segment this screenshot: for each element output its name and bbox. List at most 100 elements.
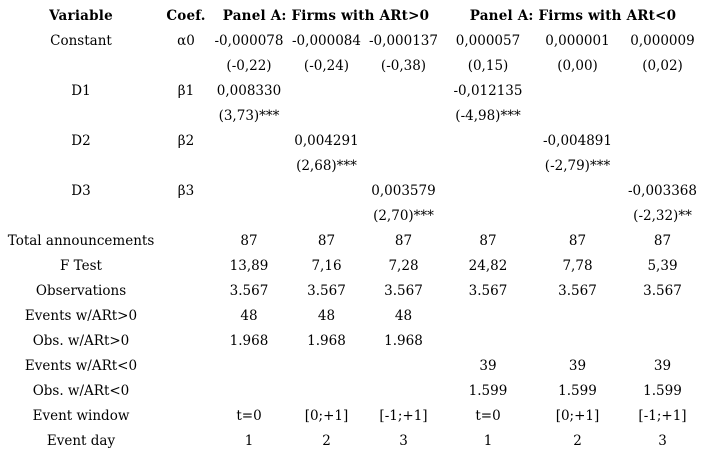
value-cell xyxy=(365,153,442,178)
value-cell: -0,000084 xyxy=(292,32,361,49)
value-cell: [0;+1] xyxy=(304,407,349,424)
coef-symbol xyxy=(162,53,210,78)
row-label: Events w/ARt>0 xyxy=(24,307,138,324)
header-panel-negative: Panel A: Firms with ARt<0 xyxy=(469,7,677,24)
value-cell: 3.567 xyxy=(229,282,269,299)
value-cell: 7,28 xyxy=(388,257,419,274)
value-cell: 1.599 xyxy=(643,382,682,399)
table-row: Obs. w/ARt>0 1.968 1.968 1.968 xyxy=(0,328,704,353)
value-cell xyxy=(365,353,442,378)
value-cell: 3 xyxy=(658,432,667,449)
value-cell: (-0,24) xyxy=(303,57,350,74)
value-cell: 3.567 xyxy=(384,282,423,299)
coef-symbol xyxy=(162,403,210,428)
value-cell xyxy=(210,203,288,228)
table-row: Total announcements 87 87 87 87 87 87 xyxy=(0,228,704,253)
value-cell xyxy=(210,178,288,203)
value-cell xyxy=(288,103,365,128)
header-panel-positive: Panel A: Firms with ARt>0 xyxy=(222,7,430,24)
row-label: Event window xyxy=(32,407,130,424)
value-cell xyxy=(210,128,288,153)
value-cell xyxy=(621,153,704,178)
row-label: Obs. w/ARt>0 xyxy=(32,332,130,349)
regression-results-table: Variable Coef. Panel A: Firms with ARt>0… xyxy=(0,3,704,453)
coef-symbol xyxy=(162,353,210,378)
value-cell xyxy=(288,178,365,203)
header-row: Variable Coef. Panel A: Firms with ARt>0… xyxy=(0,3,704,28)
coef-symbol xyxy=(162,253,210,278)
value-cell: 3.567 xyxy=(307,282,346,299)
row-label: Events w/ARt<0 xyxy=(24,357,138,374)
table-row: Observations 3.567 3.567 3.567 3.567 3.567 3.5… xyxy=(0,278,704,303)
row-label: D1 xyxy=(71,82,91,99)
value-cell: 1 xyxy=(244,432,254,449)
value-cell: [-1;+1] xyxy=(379,407,428,424)
value-cell xyxy=(210,153,288,178)
value-cell: 0,000009 xyxy=(630,32,695,49)
table-row: Constant α0 -0,000078 -0,000084 -0,000137 0,0… xyxy=(0,28,704,53)
value-cell xyxy=(210,378,288,403)
value-cell xyxy=(534,328,621,353)
table-row: D1 β1 0,008330 -0,012135 xyxy=(0,78,704,103)
table-row: (2,68)*** (-2,79)*** xyxy=(0,153,704,178)
value-cell xyxy=(365,103,442,128)
coef-symbol xyxy=(162,428,210,453)
table-row: Events w/ARt>0 48 48 48 xyxy=(0,303,704,328)
value-cell: 39 xyxy=(653,357,672,374)
row-label: Obs. w/ARt<0 xyxy=(32,382,130,399)
value-cell: (-0,22) xyxy=(226,57,272,74)
value-cell: 2 xyxy=(322,432,331,449)
value-cell: 3.567 xyxy=(643,282,682,299)
coef-symbol xyxy=(162,278,210,303)
table-row: (-0,22) (-0,24) (-0,38) (0,15) (0,00) (0,02) xyxy=(0,53,704,78)
value-cell: (3,73)*** xyxy=(218,107,280,124)
value-cell: (-2,32)** xyxy=(633,207,692,224)
row-label: D3 xyxy=(71,182,91,199)
value-cell xyxy=(442,153,534,178)
value-cell: [0;+1] xyxy=(555,407,600,424)
value-cell xyxy=(210,353,288,378)
value-cell xyxy=(365,128,442,153)
coef-symbol: β3 xyxy=(177,182,195,199)
coef-symbol xyxy=(162,378,210,403)
value-cell: (-4,98)*** xyxy=(455,107,521,124)
value-cell: 5,39 xyxy=(647,257,678,274)
value-cell: 2 xyxy=(573,432,582,449)
value-cell: 3.567 xyxy=(558,282,597,299)
value-cell xyxy=(534,203,621,228)
value-cell: 39 xyxy=(568,357,587,374)
coef-symbol: β1 xyxy=(177,82,195,99)
value-cell: 87 xyxy=(317,232,336,249)
value-cell: 48 xyxy=(317,307,336,324)
table-row: Events w/ARt<0 39 39 39 xyxy=(0,353,704,378)
row-label xyxy=(0,203,162,228)
coef-symbol xyxy=(162,328,210,353)
row-label: Observations xyxy=(35,282,127,299)
value-cell: 87 xyxy=(479,232,497,249)
value-cell xyxy=(534,178,621,203)
value-cell xyxy=(534,303,621,328)
value-cell: -0,000078 xyxy=(214,32,284,49)
value-cell xyxy=(534,78,621,103)
row-label: D2 xyxy=(71,132,91,149)
value-cell xyxy=(288,78,365,103)
value-cell xyxy=(288,353,365,378)
value-cell: (0,02) xyxy=(642,57,683,74)
row-label: Event day xyxy=(46,432,116,449)
value-cell: 13,89 xyxy=(229,257,269,274)
header-variable: Variable xyxy=(49,7,113,24)
header-coef: Coef. xyxy=(166,7,206,24)
value-cell: 24,82 xyxy=(468,257,508,274)
coef-symbol: α0 xyxy=(177,32,195,49)
coef-symbol xyxy=(162,228,210,253)
value-cell: 0,004291 xyxy=(294,132,359,149)
value-cell: 1 xyxy=(483,432,493,449)
value-cell: t=0 xyxy=(475,407,501,424)
value-cell: 0,000057 xyxy=(455,32,521,49)
value-cell: 87 xyxy=(568,232,587,249)
value-cell: 87 xyxy=(394,232,413,249)
table-row: Event day 1 2 3 1 2 3 xyxy=(0,428,704,453)
value-cell: (2,70)*** xyxy=(373,207,434,224)
value-cell: (-2,79)*** xyxy=(544,157,611,174)
value-cell xyxy=(365,378,442,403)
